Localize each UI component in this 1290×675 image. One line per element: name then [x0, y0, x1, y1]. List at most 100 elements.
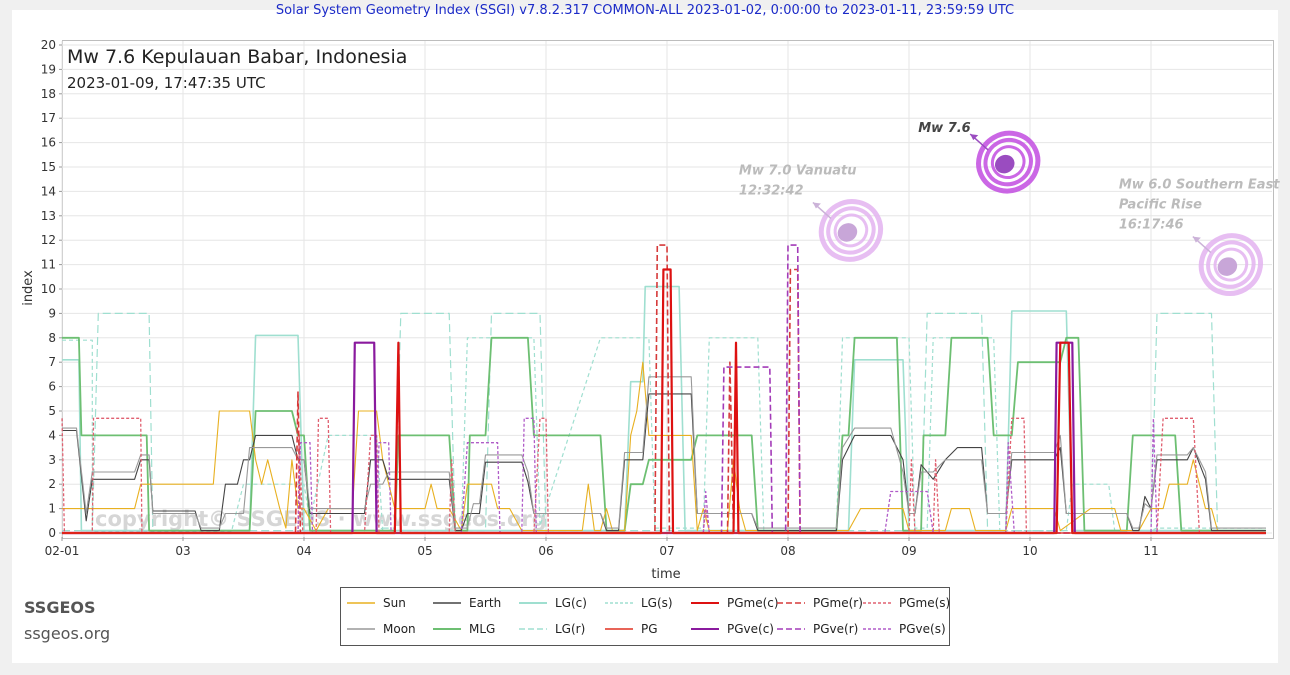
event-label: 12:32:42 — [739, 183, 804, 198]
legend-label: PG — [641, 622, 658, 636]
legend-label: PGme(c) — [727, 596, 779, 610]
legend-label: Earth — [469, 596, 502, 610]
legend-swatch — [691, 628, 719, 630]
y-tick-label: 10 — [41, 282, 56, 296]
event-label: 16:17:46 — [1119, 218, 1184, 233]
y-axis-label: index — [21, 270, 36, 306]
legend: Sun Earth LG(c) LG(s) PGme(c) PGme(r) PGme(s) M… — [340, 587, 950, 646]
event-arrowhead — [970, 134, 979, 141]
event-ring — [1213, 247, 1249, 282]
y-tick-label: 2 — [48, 477, 56, 491]
y-tick-label: 17 — [41, 111, 56, 125]
legend-label: LG(c) — [555, 596, 587, 610]
y-tick-label: 0 — [48, 526, 56, 540]
x-tick-label: 05 — [417, 544, 432, 558]
event-ring — [833, 213, 869, 248]
legend-swatch — [691, 602, 719, 604]
x-tick-label: 11 — [1143, 544, 1158, 558]
legend-label: LG(s) — [641, 596, 673, 610]
x-axis: 02-01 03 04 05 06 07 08 09 10 11 — [45, 537, 1159, 558]
legend-label: PGme(s) — [899, 596, 951, 610]
event-ring — [990, 145, 1026, 180]
event-label: Mw 7.6 — [918, 121, 971, 136]
event-label: Mw 7.0 Vanuatu — [739, 163, 857, 178]
legend-swatch — [347, 602, 375, 604]
legend-swatch — [777, 628, 805, 630]
brand-site: ssgeos.org — [24, 624, 111, 643]
legend-label: Moon — [383, 622, 416, 636]
series-line-pgme-c — [62, 268, 1266, 535]
legend-swatch — [519, 628, 547, 630]
legend-label: PGme(r) — [813, 596, 863, 610]
series-line-lg-s — [62, 337, 1266, 533]
x-tick-label: 07 — [659, 544, 674, 558]
page-title: Solar System Geometry Index (SSGI) v7.8.… — [275, 3, 1015, 18]
legend-swatch — [863, 602, 891, 604]
event-marker — [1198, 233, 1263, 296]
legend-swatch — [863, 628, 891, 630]
y-tick-label: 12 — [41, 233, 56, 247]
event-label: Pacific Rise — [1119, 198, 1202, 213]
y-tick-label: 19 — [41, 62, 56, 76]
y-tick-label: 14 — [41, 184, 56, 198]
event-core — [1217, 257, 1238, 276]
series-layer — [61, 244, 1266, 535]
legend-swatch — [605, 602, 633, 604]
y-tick-label: 20 — [41, 38, 56, 52]
y-tick-label: 16 — [41, 136, 56, 150]
y-tick-label: 18 — [41, 87, 56, 101]
event-ring — [976, 130, 1041, 194]
legend-label: PGve(c) — [727, 622, 774, 636]
series-line-mlg — [62, 336, 1266, 532]
event-ring — [983, 137, 1033, 187]
event-ring — [1198, 233, 1263, 296]
y-tick-label: 5 — [48, 404, 56, 418]
y-tick-label: 7 — [48, 355, 56, 369]
x-tick-label: 09 — [901, 544, 916, 558]
series-line-pgve-c — [62, 341, 1266, 535]
event-core — [994, 154, 1015, 174]
x-tick-label: 02-01 — [45, 544, 80, 558]
event-ring — [826, 206, 876, 255]
event-marker — [818, 199, 884, 262]
x-tick-label: 08 — [780, 544, 795, 558]
legend-swatch — [605, 628, 633, 630]
grid — [61, 41, 1272, 537]
legend-swatch — [347, 628, 375, 630]
x-tick-label: 06 — [538, 544, 553, 558]
event-ring — [1206, 240, 1256, 289]
series-line-lg-r — [62, 312, 1266, 532]
event-marker — [976, 130, 1041, 194]
y-tick-label: 6 — [48, 380, 56, 394]
chart-subtitle: 2023-01-09, 17:47:35 UTC — [67, 74, 266, 92]
x-axis-label: time — [651, 567, 680, 582]
legend-label: Sun — [383, 596, 406, 610]
event-arrowhead — [812, 202, 821, 209]
y-tick-label: 9 — [48, 306, 56, 320]
legend-swatch — [433, 628, 461, 630]
y-tick-label: 3 — [48, 453, 56, 467]
series-line-moon — [62, 376, 1266, 529]
legend-label: MLG — [469, 622, 496, 636]
event-arrowhead — [1192, 236, 1201, 243]
y-tick-label: 8 — [48, 331, 56, 345]
x-tick-label: 04 — [296, 544, 311, 558]
y-tick-label: 13 — [41, 209, 56, 223]
chart-title: Mw 7.6 Kepulauan Babar, Indonesia — [67, 46, 407, 68]
y-tick-label: 1 — [48, 502, 56, 516]
series-line-sun — [62, 361, 1266, 532]
brand-name: SSGEOS — [24, 598, 96, 617]
legend-swatch — [519, 602, 547, 604]
x-tick-label: 10 — [1022, 544, 1037, 558]
y-tick-label: 15 — [41, 160, 56, 174]
annotations-layer: Mw 7.6 Mw 7.0 Vanuatu 12:32:42 Mw 6.0 South… — [739, 121, 1280, 296]
legend-label: LG(r) — [555, 622, 586, 636]
y-tick-label: 4 — [48, 428, 56, 442]
legend-swatch — [433, 602, 461, 604]
series-line-pgve-r — [62, 244, 1266, 534]
event-core — [837, 223, 858, 242]
legend-label: PGve(r) — [813, 622, 859, 636]
y-tick-label: 11 — [41, 258, 56, 272]
x-tick-label: 03 — [175, 544, 190, 558]
